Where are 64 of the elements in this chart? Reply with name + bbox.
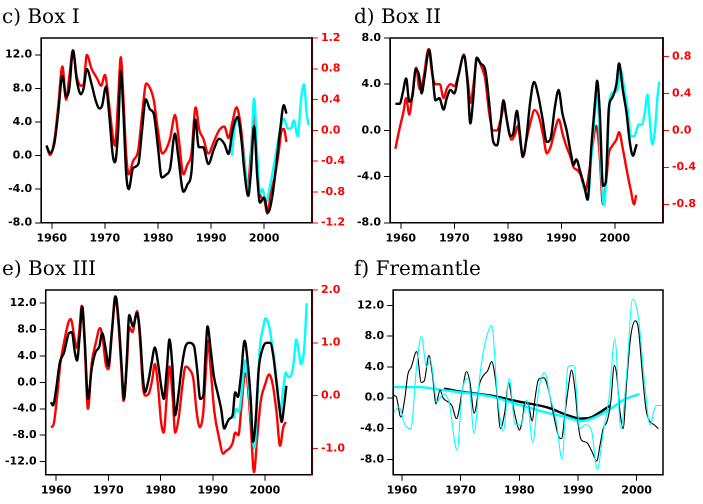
x-tick-label: 1980 — [142, 231, 174, 244]
x-tick-label: 2000 — [621, 483, 652, 496]
x-tick-label: 1970 — [93, 483, 124, 496]
y-tick-label: 4.0 — [17, 348, 38, 362]
y-tick-label: 12.0 — [357, 298, 384, 312]
x-tick-label: 1970 — [438, 231, 470, 244]
x-tick-label: 1970 — [445, 483, 476, 496]
y-tick-label: 0.0 — [362, 123, 382, 136]
y-tick-label: 4.0 — [12, 114, 32, 128]
y-tick-label: 12.0 — [5, 48, 32, 61]
x-tick-label: 2000 — [248, 231, 280, 244]
y2-tick-label: 0.0 — [320, 123, 341, 136]
y2-tick-label: 2.0 — [320, 282, 341, 296]
y2-tick-label: 0.8 — [672, 49, 692, 62]
x-tick-label: 1990 — [196, 231, 227, 244]
y2-tick-label: -0.8 — [320, 184, 346, 198]
x-tick-label: 1960 — [386, 483, 418, 496]
x-tick-label: 2000 — [599, 231, 630, 244]
y2-tick-label: 0.0 — [672, 123, 692, 136]
x-tick-label: 1990 — [562, 483, 594, 496]
y2-tick-label: 1.0 — [320, 336, 341, 349]
y-tick-label: 8.0 — [17, 322, 38, 336]
y-tick-label: -8.0 — [8, 216, 32, 229]
y-tick-label: 0.0 — [12, 148, 32, 162]
y-tick-label: -8.0 — [360, 452, 384, 466]
y-tick-label: -12.0 — [4, 454, 38, 468]
x-tick-label: 1980 — [492, 231, 524, 244]
y-tick-label: 8.0 — [364, 329, 384, 342]
x-tick-label: 2000 — [250, 483, 281, 496]
y-tick-label: 8.0 — [362, 30, 382, 44]
y-tick-label: -8.0 — [12, 428, 38, 442]
x-tick-label: 1960 — [385, 231, 416, 244]
y2-tick-label: 0.4 — [320, 92, 341, 106]
y-tick-label: 4.0 — [362, 77, 382, 90]
x-tick-label: 1980 — [504, 483, 535, 496]
y2-tick-label: -0.4 — [320, 154, 346, 168]
y-tick-label: 12.0 — [10, 296, 38, 310]
y2-tick-label: -1.0 — [320, 441, 346, 454]
chart-title: e) Box III — [2, 256, 96, 280]
x-tick-label: 1980 — [145, 483, 176, 496]
y2-tick-label: -1.2 — [320, 216, 346, 229]
chart-title: f) Fremantle — [354, 256, 481, 280]
y-tick-label: 8.0 — [12, 81, 32, 94]
x-tick-label: 1990 — [546, 231, 577, 244]
chart-title: c) Box I — [2, 4, 80, 28]
x-tick-label: 1960 — [36, 231, 68, 244]
x-tick-label: 1960 — [40, 483, 72, 496]
y-tick-label: 0.0 — [17, 375, 38, 388]
y2-tick-label: 0.8 — [320, 62, 340, 75]
x-tick-label: 1970 — [90, 231, 121, 244]
y-tick-label: -4.0 — [12, 402, 38, 415]
y2-tick-label: -0.8 — [672, 197, 696, 210]
y2-tick-label: 0.0 — [320, 388, 341, 402]
y-tick-label: 0.0 — [364, 390, 384, 404]
y-tick-label: -8.0 — [356, 216, 382, 229]
y2-tick-label: 1.2 — [320, 30, 340, 44]
y2-tick-label: 0.4 — [672, 86, 692, 100]
y2-tick-label: -0.4 — [672, 160, 696, 174]
y-tick-label: -4.0 — [356, 169, 382, 182]
x-tick-label: 1990 — [197, 483, 228, 496]
y-tick-label: -4.0 — [8, 182, 32, 196]
y-tick-label: -4.0 — [360, 421, 384, 434]
chart-title: d) Box II — [354, 4, 442, 28]
y-tick-label: 4.0 — [364, 360, 384, 373]
